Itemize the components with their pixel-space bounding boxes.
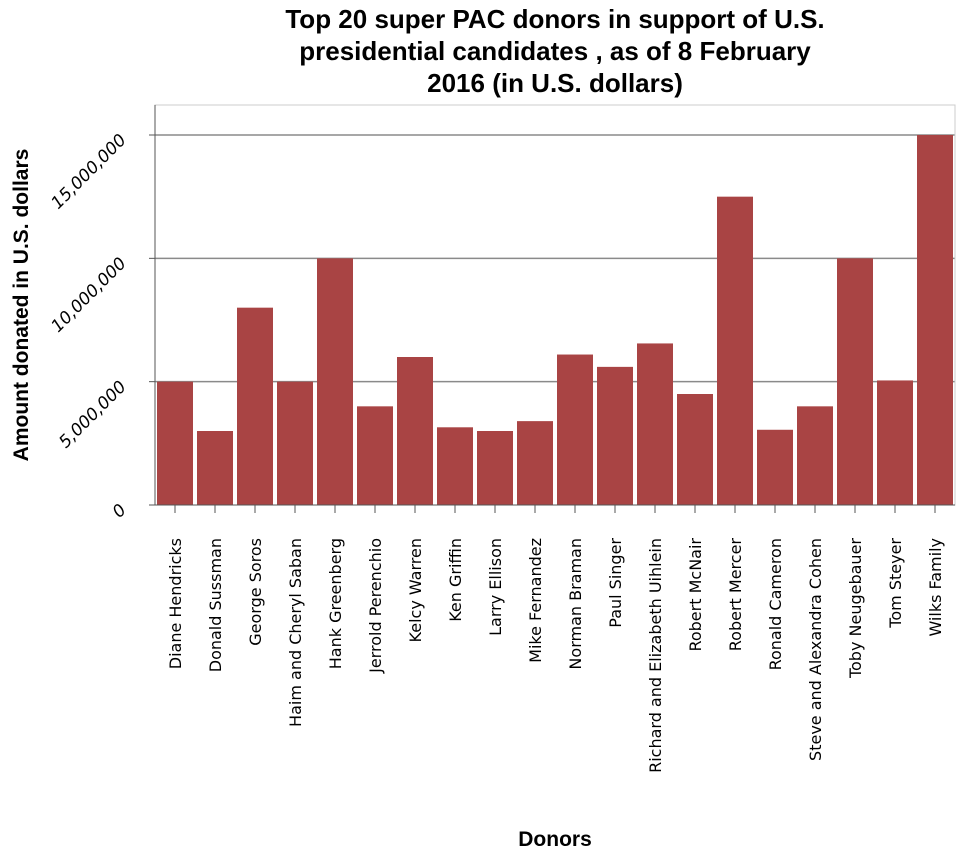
bar-jerrold-perenchio xyxy=(357,406,393,505)
bar-paul-singer xyxy=(597,366,633,505)
bar-kelcy-warren xyxy=(397,357,433,505)
x-tick-label: Steve and Alexandra Cohen xyxy=(806,538,825,761)
x-tick-label: Toby Neugebauer xyxy=(846,538,865,679)
x-tick-label: Diane Hendricks xyxy=(166,538,185,669)
x-tick-label: Kelcy Warren xyxy=(406,538,425,642)
x-tick-label: Norman Braman xyxy=(566,538,585,670)
y-tick-label: 15,000,000 xyxy=(48,130,131,213)
y-tick-label: 10,000,000 xyxy=(48,254,131,337)
x-tick-label: Ronald Cameron xyxy=(766,538,785,670)
x-tick-label: Haim and Cheryl Saban xyxy=(286,538,305,727)
x-tick-label: Tom Steyer xyxy=(886,538,905,629)
bar-mike-fernandez xyxy=(517,421,553,505)
x-tick-label: Ken Griffin xyxy=(446,538,465,622)
bar-ken-griffin xyxy=(437,427,473,505)
y-tick-label: 5,000,000 xyxy=(55,377,130,452)
chart-title: Top 20 super PAC donors in support of U.… xyxy=(285,4,824,98)
bar-larry-ellison xyxy=(477,431,513,505)
x-tick-label: Paul Singer xyxy=(606,538,625,628)
chart-title-line-2: presidential candidates , as of 8 Februa… xyxy=(299,36,811,66)
bar-steve-and-alexandra-cohen xyxy=(797,406,833,505)
x-axis-label: Donors xyxy=(518,828,592,851)
grid-lines xyxy=(155,134,955,383)
bar-hank-greenberg xyxy=(317,258,353,505)
y-tick-label: 0 xyxy=(109,500,131,522)
x-tick-label: Robert Mercer xyxy=(726,538,745,652)
bar-tom-steyer xyxy=(877,380,913,505)
bar-richard-and-elizabeth-uihlein xyxy=(637,343,673,505)
x-tick-label: Robert McNair xyxy=(686,538,705,652)
x-axis-ticks: Diane Hendricks Donald Sussman George Soro… xyxy=(155,504,955,773)
bar-robert-mcnair xyxy=(677,394,713,505)
x-tick-label: Jerrold Perenchio xyxy=(366,538,385,674)
x-tick-label: George Soros xyxy=(246,538,265,646)
x-tick-label: Larry Ellison xyxy=(486,538,505,636)
bar-donald-sussman xyxy=(197,431,233,505)
plot-area-frame xyxy=(154,104,956,506)
bar-ronald-cameron xyxy=(757,429,793,505)
bar-robert-mercer xyxy=(717,196,753,505)
bar-haim-and-cheryl-saban xyxy=(277,381,313,505)
x-tick-label: Hank Greenberg xyxy=(326,538,345,669)
bar-toby-neugebauer xyxy=(837,258,873,505)
x-tick-label: Mike Fernandez xyxy=(526,538,545,663)
bar-diane-hendricks xyxy=(157,381,193,505)
bars xyxy=(157,135,953,505)
bar-wilks-family xyxy=(917,135,953,505)
x-tick-label: Donald Sussman xyxy=(206,538,225,672)
bar-norman-braman xyxy=(557,354,593,505)
y-axis-label: Amount donated in U.S. dollars xyxy=(10,149,33,462)
y-axis-ticks: 0 5,000,000 10,000,000 15,000,000 xyxy=(48,105,156,522)
chart-title-line-1: Top 20 super PAC donors in support of U.… xyxy=(285,4,824,34)
bar-george-soros xyxy=(237,307,273,505)
chart-title-line-3: 2016 (in U.S. dollars) xyxy=(427,68,683,98)
x-tick-label: Richard and Elizabeth Uihlein xyxy=(646,538,665,773)
x-tick-label: Wilks Family xyxy=(926,538,945,637)
